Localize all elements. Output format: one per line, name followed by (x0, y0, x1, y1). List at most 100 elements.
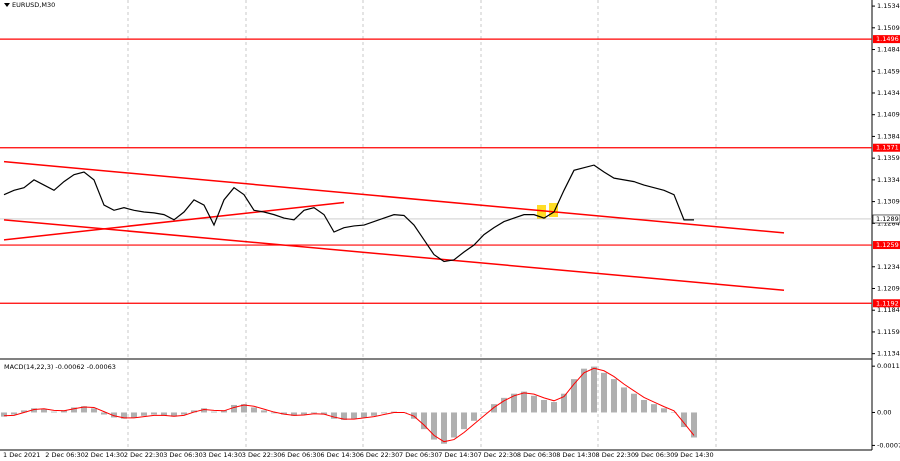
level-tag (873, 241, 900, 250)
x-tick-label: 7 Dec 22:30 (478, 451, 518, 459)
macd-tick-label: 0.00 (877, 408, 891, 416)
y-tick-label: 1.1134 (877, 350, 900, 358)
level-label: 1.1496 (876, 35, 899, 43)
macd-bar (511, 393, 517, 413)
trend-line (3, 201, 345, 241)
macd-bar (31, 408, 37, 413)
level-label: 1.1259 (876, 241, 899, 249)
y-tick-label: 1.1384 (877, 132, 900, 140)
macd-bar (521, 391, 527, 413)
y-tick-label: 1.1209 (877, 284, 900, 292)
x-tick-label: 2 Dec 14:30 (85, 451, 125, 459)
macd-bar (211, 411, 217, 413)
macd-bar (21, 410, 27, 413)
macd-bar (371, 412, 377, 416)
macd-bar (241, 404, 247, 413)
x-tick-label: 9 Dec 14:30 (674, 451, 714, 459)
y-tick-label: 1.1184 (877, 306, 900, 314)
macd-bar (541, 399, 547, 413)
macd-bar (441, 412, 447, 444)
macd-bar (231, 404, 237, 413)
menu-arrow (4, 3, 10, 7)
macd-bar (561, 393, 567, 413)
macd-bar (601, 372, 607, 413)
signal-icon (549, 203, 558, 217)
x-tick-label: 6 Dec 06:30 (281, 451, 321, 459)
x-tick-label: 6 Dec 22:30 (360, 451, 400, 459)
macd-bar (581, 368, 587, 413)
x-tick-label: 7 Dec 06:30 (399, 451, 439, 459)
x-tick-label: 7 Dec 14:30 (438, 451, 478, 459)
macd-bar (671, 412, 677, 413)
signal-icon (537, 205, 546, 219)
macd-bar (141, 412, 147, 416)
y-tick-label: 1.1409 (877, 111, 900, 119)
macd-bar (131, 412, 137, 418)
macd-bar (331, 412, 337, 419)
level-label: 1.1192 (876, 299, 899, 307)
y-tick-label: 1.1534 (877, 2, 900, 10)
macd-bar (11, 412, 17, 415)
y-tick-label: 1.1309 (877, 198, 900, 206)
macd-bar (481, 412, 487, 413)
macd-bar (261, 410, 267, 413)
macd-bar (661, 408, 667, 413)
x-tick-label: 3 Dec 14:30 (203, 451, 243, 459)
x-tick-label: 2 Dec 06:30 (45, 451, 85, 459)
macd-bar (71, 407, 77, 413)
macd-bar (161, 412, 167, 416)
current-price-tag (872, 214, 900, 224)
y-tick-label: 1.1284 (877, 219, 900, 227)
macd-bar (111, 412, 117, 418)
macd-bar (221, 410, 227, 413)
macd-bar (151, 412, 157, 415)
macd-bar (51, 411, 57, 413)
macd-bar (361, 412, 367, 418)
macd-bar (61, 410, 67, 413)
level-tag (873, 299, 900, 308)
macd-bar (691, 412, 697, 438)
macd-bar (181, 412, 187, 415)
macd-bar (571, 379, 577, 413)
x-tick-label: 3 Dec 06:30 (163, 451, 203, 459)
price-line (3, 164, 694, 263)
x-tick-label: 8 Dec 22:30 (596, 451, 636, 459)
x-tick-label: 6 Dec 14:30 (320, 451, 360, 459)
y-tick-label: 1.1334 (877, 176, 900, 184)
macd-bar (351, 412, 357, 419)
macd-signal (3, 367, 695, 443)
macd-bar (451, 412, 457, 438)
macd-bar (1, 412, 7, 417)
macd-bar (271, 412, 277, 414)
macd-bar (461, 412, 467, 430)
macd-bar (631, 393, 637, 413)
macd-bar (501, 397, 507, 413)
macd-bar (91, 408, 97, 413)
macd-bar (201, 408, 207, 413)
y-tick-label: 1.1484 (877, 46, 900, 54)
trend-line (3, 219, 785, 291)
x-tick-label: 1 Dec 2021 (3, 451, 40, 459)
macd-bar (41, 409, 47, 413)
y-tick-label: 1.1509 (877, 24, 900, 32)
macd-bar (191, 410, 197, 413)
x-tick-label: 9 Dec 06:30 (635, 451, 675, 459)
symbol-label: EURUSD,M30 (12, 1, 55, 9)
trend-line (3, 160, 785, 234)
current-price-label: 1.1289 (876, 215, 899, 223)
macd-bar (421, 412, 427, 430)
x-tick-label: 3 Dec 22:30 (242, 451, 282, 459)
macd-bar (321, 412, 327, 415)
macd-bar (681, 412, 687, 428)
macd-bar (411, 412, 417, 419)
y-tick-label: 1.1159 (877, 328, 900, 336)
macd-bar (81, 406, 87, 413)
macd-bar (591, 366, 597, 413)
macd-bar (281, 412, 287, 415)
macd-bar (121, 412, 127, 419)
macd-label: MACD(14,22,3) -0.00062 -0.00063 (4, 363, 116, 371)
macd-bar (641, 399, 647, 413)
level-tag (873, 35, 900, 44)
macd-bar (341, 412, 347, 420)
